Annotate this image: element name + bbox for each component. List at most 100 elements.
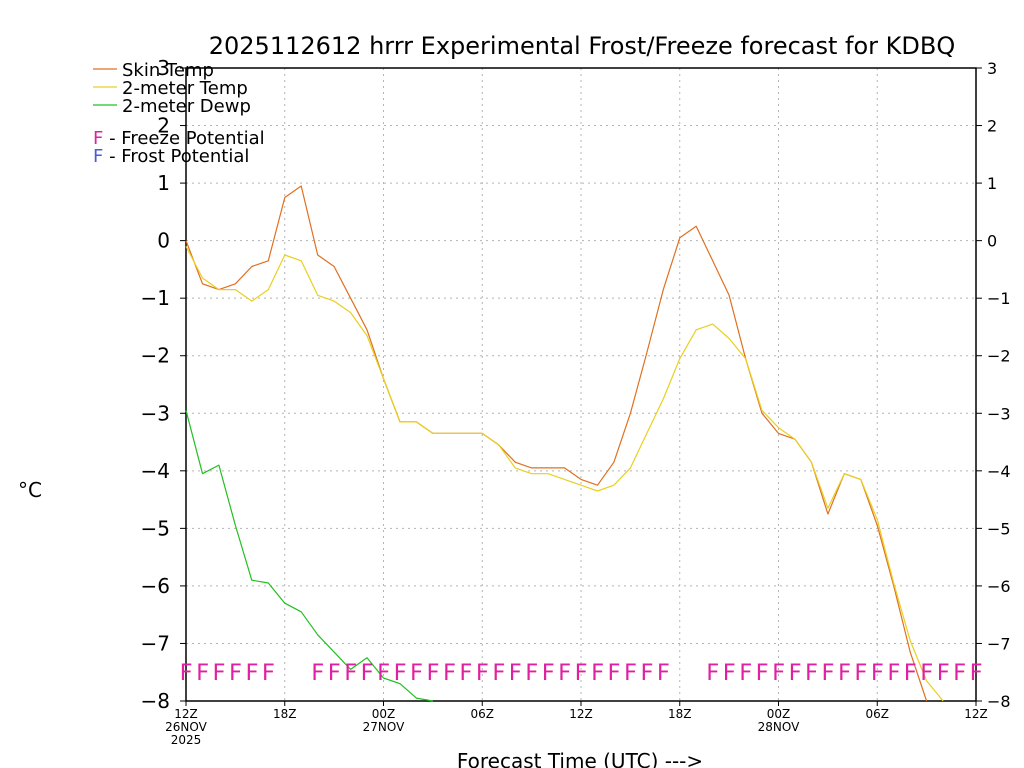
- potential-legend-letter: F: [93, 128, 103, 149]
- series-2-meter-temp: [185, 246, 944, 702]
- freeze-mark: F: [245, 661, 258, 686]
- y-tick-label-right: 2: [987, 117, 997, 136]
- freeze-mark: F: [426, 661, 439, 686]
- freeze-mark: F: [196, 661, 209, 686]
- plot-frame: [185, 67, 977, 702]
- freeze-mark: F: [657, 661, 670, 686]
- y-tick-label-right: −2: [987, 347, 1011, 366]
- x-tick-label: 12Z: [964, 707, 988, 721]
- freeze-mark: F: [838, 661, 851, 686]
- y-tick-label-left: −8: [141, 689, 170, 713]
- potential-legend-item: F - Frost Potential: [93, 146, 249, 167]
- y-tick-label-right: −6: [987, 577, 1011, 596]
- freeze-mark: F: [492, 661, 505, 686]
- chart-title: 2025112612 hrrr Experimental Frost/Freez…: [209, 32, 955, 60]
- y-tick-label-right: 1: [987, 174, 997, 193]
- freeze-mark: F: [525, 661, 538, 686]
- y-tick-label-right: −7: [987, 634, 1011, 653]
- legend-label: 2-meter Dewp: [122, 96, 251, 117]
- x-tick-label: 00Z: [372, 707, 396, 721]
- grid-lines: [186, 68, 976, 701]
- y-tick-label-left: −4: [141, 459, 170, 483]
- freeze-mark: F: [706, 661, 719, 686]
- legend-label: Skin Temp: [122, 60, 214, 81]
- x-tick-sublabel: 26NOV: [165, 720, 207, 734]
- x-tick-sublabel: 2025: [171, 733, 202, 747]
- y-tick-label-left: −6: [141, 574, 170, 598]
- freeze-mark: F: [344, 661, 357, 686]
- x-axis-label: Forecast Time (UTC) --->: [457, 749, 703, 768]
- freeze-mark: F: [591, 661, 604, 686]
- series-skin-temp: [185, 185, 928, 702]
- y-axis-right: 3 2 1 0 −1 −2 −3 −4 −5 −6 −7 −8: [976, 59, 1011, 711]
- freeze-mark: F: [311, 661, 324, 686]
- freeze-mark: F: [772, 661, 785, 686]
- freeze-mark: F: [541, 661, 554, 686]
- freeze-mark: F: [377, 661, 390, 686]
- freeze-mark: F: [262, 661, 275, 686]
- freeze-mark: F: [443, 661, 456, 686]
- potential-legend-text: - Freeze Potential: [103, 128, 264, 149]
- y-tick-label-right: −8: [987, 692, 1011, 711]
- freeze-mark: F: [509, 661, 522, 686]
- freeze-mark: F: [788, 661, 801, 686]
- freeze-mark: F: [755, 661, 768, 686]
- freeze-mark: F: [821, 661, 834, 686]
- freeze-mark: F: [574, 661, 587, 686]
- y-axis-left: 3 2 1 0 −1 −2 −3 −4 −5 −6 −7 −8: [141, 56, 186, 713]
- y-tick-label-left: 1: [157, 171, 170, 195]
- legend-label: 2-meter Temp: [122, 78, 248, 99]
- potential-legend-letter: F: [93, 146, 103, 167]
- freeze-mark: F: [476, 661, 489, 686]
- x-tick-label: 18Z: [273, 707, 297, 721]
- freeze-mark: F: [410, 661, 423, 686]
- freeze-mark: F: [624, 661, 637, 686]
- x-tick-label: 18Z: [668, 707, 692, 721]
- x-tick-sublabel: 27NOV: [363, 720, 405, 734]
- y-tick-label-right: −5: [987, 519, 1011, 538]
- freeze-mark: F: [459, 661, 472, 686]
- freeze-mark: F: [723, 661, 736, 686]
- potential-legend-item: F - Freeze Potential: [93, 128, 265, 149]
- x-tick-sublabel: 28NOV: [758, 720, 800, 734]
- y-tick-label-left: −7: [141, 631, 170, 655]
- freeze-mark: F: [854, 661, 867, 686]
- y-tick-label-left: 3: [157, 56, 170, 80]
- x-tick-label: 12Z: [569, 707, 593, 721]
- potential-legend-text: - Frost Potential: [103, 146, 249, 167]
- freeze-mark: F: [360, 661, 373, 686]
- x-tick-label: 00Z: [767, 707, 791, 721]
- y-tick-label-left: −1: [141, 286, 170, 310]
- y-tick-label-right: −3: [987, 404, 1011, 423]
- freeze-mark: F: [920, 661, 933, 686]
- freeze-mark: F: [969, 661, 982, 686]
- freeze-mark: F: [871, 661, 884, 686]
- freeze-mark: F: [212, 661, 225, 686]
- freeze-mark: F: [328, 661, 341, 686]
- series-2-meter-dewp: [185, 410, 434, 702]
- y-tick-label-left: 0: [157, 229, 170, 253]
- freeze-mark: F: [393, 661, 406, 686]
- y-tick-label-left: −3: [141, 401, 170, 425]
- y-tick-label-right: −4: [987, 462, 1011, 481]
- freeze-mark: F: [558, 661, 571, 686]
- freeze-mark: F: [229, 661, 242, 686]
- freeze-mark: F: [739, 661, 752, 686]
- y-tick-label-left: −5: [141, 516, 170, 540]
- y-tick-label-right: −1: [987, 289, 1011, 308]
- freeze-mark: F: [805, 661, 818, 686]
- y-axis-label: °C: [18, 478, 42, 502]
- y-tick-label-left: −2: [141, 344, 170, 368]
- freeze-mark: F: [607, 661, 620, 686]
- y-tick-label-right: 3: [987, 59, 997, 78]
- freeze-mark: F: [953, 661, 966, 686]
- freeze-mark: F: [640, 661, 653, 686]
- freeze-mark: F: [936, 661, 949, 686]
- freeze-mark: F: [887, 661, 900, 686]
- freeze-mark: F: [179, 661, 192, 686]
- x-tick-label: 06Z: [866, 707, 890, 721]
- series-lines: [185, 185, 944, 702]
